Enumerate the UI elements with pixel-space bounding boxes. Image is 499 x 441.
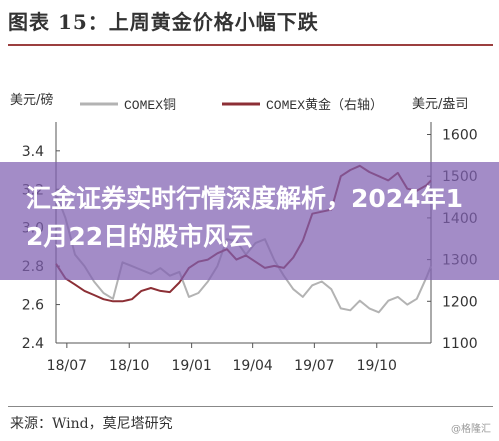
left-tick-label: 2.6 — [22, 298, 44, 314]
legend: COMEX铜 COMEX黄金（右轴） — [80, 97, 383, 113]
left-tick-label: 2.4 — [22, 336, 44, 352]
right-tick-label: 1600 — [442, 128, 478, 144]
right-tick-label: 1200 — [442, 294, 478, 310]
legend-label-gold: COMEX黄金（右轴） — [266, 97, 383, 113]
watermark: @格隆汇 — [451, 424, 491, 435]
right-axis-label: 美元/盎司 — [412, 97, 468, 112]
headline-banner: 汇金证券实时行情深度解析，2024年12月22日的股市风云 — [0, 162, 499, 280]
x-tick-label: 19/01 — [171, 358, 211, 374]
left-axis-label: 美元/磅 — [10, 92, 53, 108]
figure-title: 图表 15：上周黄金价格小幅下跌 — [8, 10, 319, 34]
right-tick-label: 1100 — [442, 336, 478, 352]
x-tick-label: 18/10 — [109, 358, 149, 374]
x-tick-label: 19/04 — [232, 358, 272, 374]
x-tick-label: 19/07 — [294, 358, 334, 374]
source-note: 来源：Wind，莫尼塔研究 — [10, 416, 173, 432]
legend-label-copper: COMEX铜 — [124, 98, 176, 113]
headline-text: 汇金证券实时行情深度解析，2024年12月22日的股市风云 — [26, 184, 463, 251]
x-tick-label: 19/10 — [357, 358, 397, 374]
left-tick-label: 3.4 — [22, 144, 44, 160]
x-tick-label: 18/07 — [47, 358, 87, 374]
source-divider — [8, 406, 493, 407]
title-divider — [8, 44, 493, 46]
